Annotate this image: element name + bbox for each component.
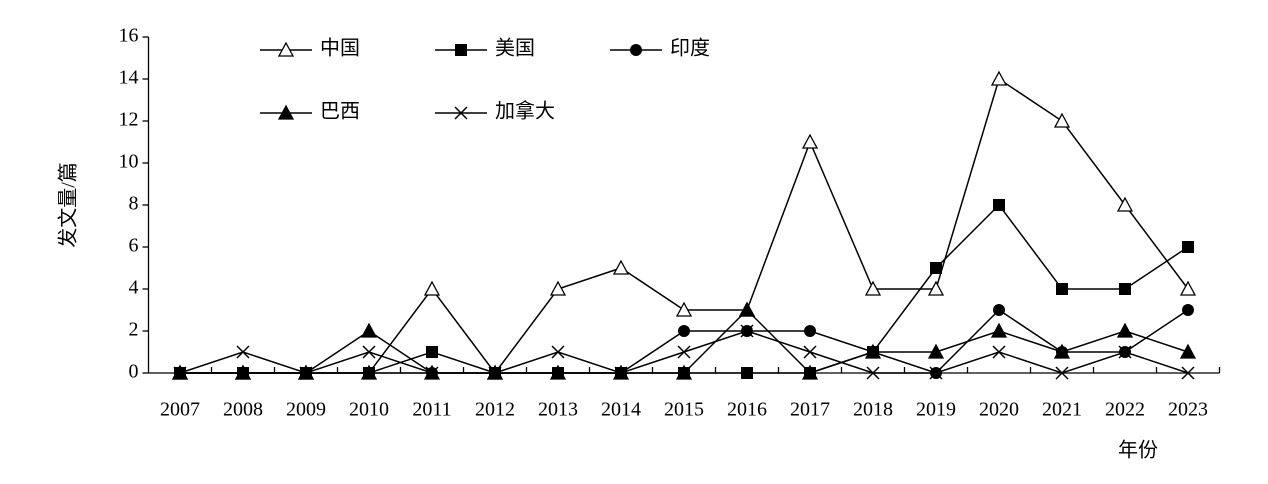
legend-label: 加拿大 bbox=[495, 99, 555, 123]
marker bbox=[992, 345, 1006, 359]
marker bbox=[801, 133, 819, 149]
legend-label: 印度 bbox=[670, 37, 710, 60]
x-tick-label: 2021 bbox=[1042, 399, 1082, 421]
marker bbox=[677, 345, 691, 359]
marker bbox=[1116, 322, 1134, 338]
x-tick-label: 2011 bbox=[412, 399, 451, 421]
x-tick-label: 2010 bbox=[349, 399, 389, 421]
series-line bbox=[180, 308, 1189, 374]
series-line bbox=[180, 203, 1189, 374]
marker bbox=[803, 345, 817, 359]
marker bbox=[929, 366, 943, 380]
marker bbox=[740, 324, 754, 338]
y-tick-label: 10 bbox=[119, 151, 139, 173]
legend-marker bbox=[630, 44, 642, 56]
marker bbox=[549, 364, 567, 380]
legend-label: 美国 bbox=[495, 37, 535, 60]
marker bbox=[993, 199, 1005, 211]
x-tick-label: 2018 bbox=[853, 399, 893, 421]
marker bbox=[425, 366, 439, 380]
x-tick-label: 2008 bbox=[223, 399, 263, 421]
x-tick-label: 2016 bbox=[727, 399, 767, 421]
marker bbox=[866, 366, 880, 380]
marker bbox=[675, 301, 693, 317]
legend-label: 巴西 bbox=[320, 101, 360, 123]
marker bbox=[1179, 343, 1197, 359]
y-tick-label: 2 bbox=[129, 319, 139, 341]
legend-marker bbox=[455, 44, 467, 56]
y-axis-label: 发文量/篇 bbox=[57, 162, 80, 248]
marker bbox=[549, 280, 567, 296]
marker bbox=[993, 304, 1005, 316]
x-tick-label: 2020 bbox=[979, 399, 1019, 421]
marker bbox=[1182, 304, 1194, 316]
marker bbox=[1053, 343, 1071, 359]
marker bbox=[801, 364, 819, 380]
marker bbox=[426, 346, 438, 358]
y-tick-label: 12 bbox=[119, 109, 139, 131]
marker bbox=[990, 322, 1008, 338]
marker bbox=[234, 364, 252, 380]
marker bbox=[675, 364, 693, 380]
marker bbox=[1181, 366, 1195, 380]
marker bbox=[804, 325, 816, 337]
marker bbox=[360, 322, 378, 338]
marker bbox=[1182, 241, 1194, 253]
x-tick-label: 2012 bbox=[475, 399, 515, 421]
marker bbox=[236, 345, 250, 359]
x-tick-label: 2007 bbox=[160, 399, 200, 421]
marker bbox=[678, 325, 690, 337]
marker bbox=[1053, 112, 1071, 128]
marker bbox=[864, 343, 882, 359]
legend-label: 中国 bbox=[320, 37, 360, 60]
x-axis-label: 年份 bbox=[1118, 439, 1158, 462]
legend-marker bbox=[454, 106, 468, 120]
marker bbox=[173, 366, 187, 380]
marker bbox=[1055, 366, 1069, 380]
marker bbox=[1179, 280, 1197, 296]
marker bbox=[423, 280, 441, 296]
x-tick-label: 2015 bbox=[664, 399, 704, 421]
y-tick-label: 0 bbox=[129, 361, 139, 383]
legend-marker bbox=[277, 41, 295, 57]
marker bbox=[551, 345, 565, 359]
x-tick-label: 2013 bbox=[538, 399, 578, 421]
marker bbox=[1116, 196, 1134, 212]
y-tick-label: 4 bbox=[129, 277, 139, 299]
x-tick-label: 2017 bbox=[790, 399, 830, 421]
marker bbox=[488, 366, 502, 380]
marker bbox=[990, 70, 1008, 86]
x-tick-label: 2009 bbox=[286, 399, 326, 421]
marker bbox=[741, 367, 753, 379]
marker bbox=[299, 366, 313, 380]
marker bbox=[930, 262, 942, 274]
marker bbox=[864, 280, 882, 296]
marker bbox=[362, 345, 376, 359]
x-tick-label: 2022 bbox=[1105, 399, 1145, 421]
marker bbox=[612, 259, 630, 275]
x-tick-label: 2014 bbox=[601, 399, 641, 421]
marker bbox=[927, 343, 945, 359]
y-tick-label: 6 bbox=[129, 235, 139, 257]
y-tick-label: 16 bbox=[119, 25, 139, 47]
marker bbox=[1119, 283, 1131, 295]
marker bbox=[927, 280, 945, 296]
marker bbox=[1118, 345, 1132, 359]
series-line bbox=[180, 309, 1189, 374]
marker bbox=[1056, 283, 1068, 295]
marker bbox=[363, 367, 375, 379]
marker bbox=[614, 366, 628, 380]
x-tick-label: 2019 bbox=[916, 399, 956, 421]
y-tick-label: 8 bbox=[129, 193, 139, 215]
x-tick-label: 2023 bbox=[1168, 399, 1208, 421]
y-tick-label: 14 bbox=[119, 67, 139, 89]
marker bbox=[738, 301, 756, 317]
legend-marker bbox=[277, 104, 295, 120]
